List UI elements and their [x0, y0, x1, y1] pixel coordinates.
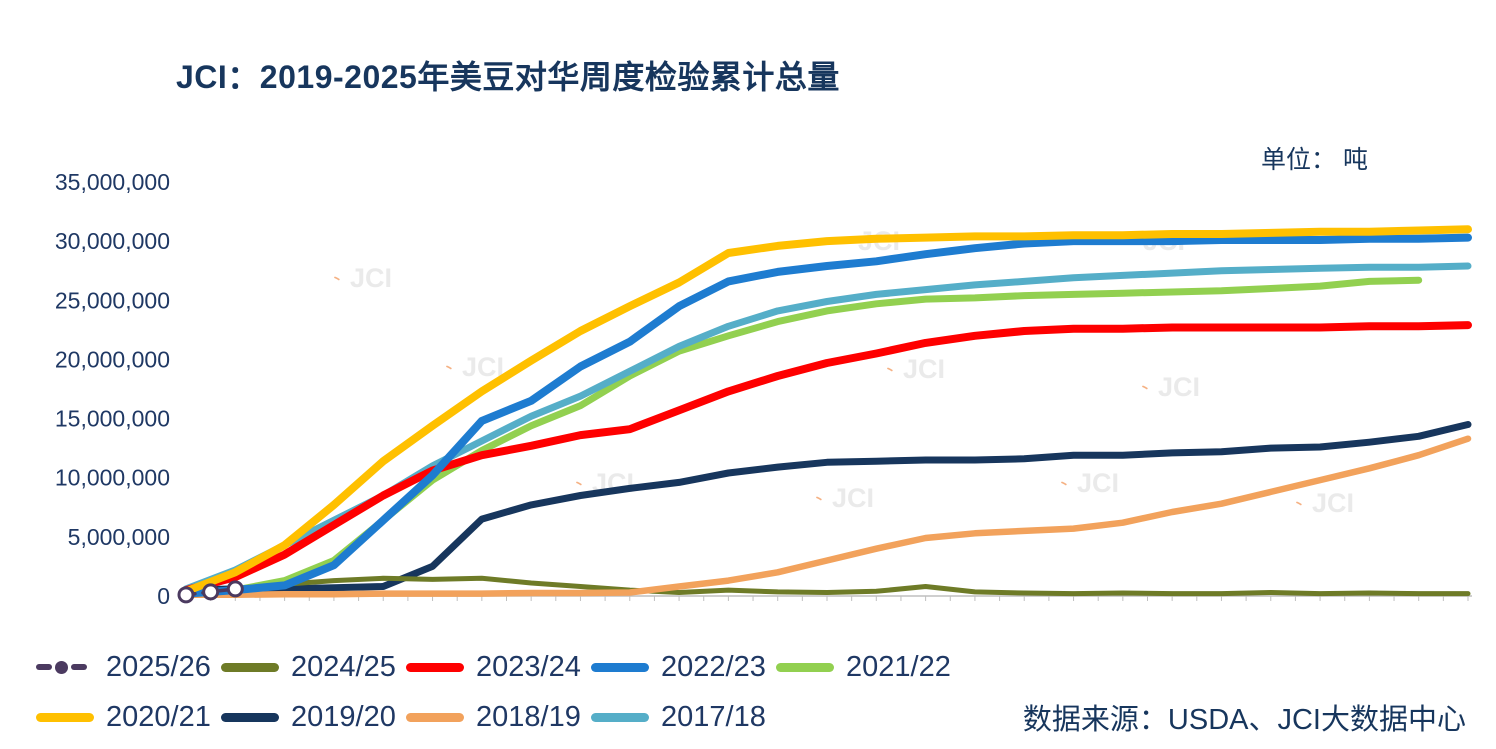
legend-swatch-icon [221, 712, 279, 722]
svg-text:、: 、 [882, 351, 905, 376]
svg-text:、: 、 [571, 465, 594, 490]
legend-swatch-icon [776, 662, 834, 672]
legend-item-2022-23[interactable]: 2022/23 [591, 651, 776, 684]
x-axis-ticks [185, 596, 1469, 601]
legend-label: 2023/24 [476, 650, 581, 683]
legend-label: 2021/22 [846, 650, 951, 683]
legend-label: 2025/26 [106, 650, 211, 683]
data-source-label: 数据来源：USDA、JCI大数据中心 [1022, 704, 1466, 736]
legend-swatch-dashed-icon [36, 660, 94, 674]
svg-text:JCI: JCI [350, 263, 392, 293]
series-line-2022-23 [182, 233, 1472, 598]
svg-text:、: 、 [1137, 369, 1160, 394]
legend-item-2020-21[interactable]: 2020/21 [36, 701, 221, 734]
legend-swatch-icon [36, 712, 94, 722]
legend-label: 2019/20 [291, 700, 396, 733]
svg-text:JCI: JCI [903, 354, 945, 384]
legend-row-2: 2020/21 2019/20 2018/19 2017/18 数据来源：USD… [36, 692, 1466, 742]
svg-text:、: 、 [811, 480, 834, 505]
legend-swatch-icon [406, 712, 464, 722]
svg-text:0: 0 [157, 583, 170, 609]
series-line-2018-19 [182, 435, 1472, 599]
legend-label: 2024/25 [291, 650, 396, 683]
svg-text:25,000,000: 25,000,000 [55, 287, 170, 313]
legend-item-2018-19[interactable]: 2018/19 [406, 701, 591, 734]
svg-text:、: 、 [329, 260, 352, 285]
svg-text:、: 、 [441, 349, 464, 374]
series-line-2024-25 [183, 575, 1471, 597]
svg-text:10,000,000: 10,000,000 [55, 465, 170, 491]
legend-swatch-icon [591, 712, 649, 722]
legend-label: 2018/19 [476, 700, 581, 733]
legend-label: 2020/21 [106, 700, 211, 733]
svg-text:JCI: JCI [462, 352, 504, 382]
legend-item-2025-26[interactable]: 2025/26 [36, 651, 221, 684]
svg-text:30,000,000: 30,000,000 [55, 228, 170, 254]
svg-text:5,000,000: 5,000,000 [68, 524, 170, 550]
legend-label: 2022/23 [661, 650, 766, 683]
legend-item-2023-24[interactable]: 2023/24 [406, 651, 591, 684]
legend-swatch-icon [591, 662, 649, 672]
svg-text:JCI: JCI [832, 483, 874, 513]
legend-item-2024-25[interactable]: 2024/25 [221, 651, 406, 684]
svg-text:15,000,000: 15,000,000 [55, 406, 170, 432]
legend-item-2021-22[interactable]: 2021/22 [776, 651, 961, 684]
svg-text:JCI: JCI [1077, 468, 1119, 498]
series-line-2019-20 [182, 421, 1472, 594]
svg-text:、: 、 [1056, 465, 1079, 490]
svg-text:JCI: JCI [1158, 372, 1200, 402]
svg-text:JCI: JCI [1312, 488, 1354, 518]
chart-title: JCI：2019-2025年美豆对华周度检验累计总量 [176, 59, 840, 95]
legend-row-1: 2025/26 2024/25 2023/24 2022/23 2021/22 [36, 642, 1466, 692]
svg-text:20,000,000: 20,000,000 [55, 346, 170, 372]
legend-swatch-icon [406, 662, 464, 672]
svg-text:、: 、 [1291, 485, 1314, 510]
series-line-2020-21 [182, 225, 1472, 596]
legend-item-2019-20[interactable]: 2019/20 [221, 701, 406, 734]
svg-text:35,000,000: 35,000,000 [55, 169, 170, 195]
series-line-2023-24 [182, 321, 1472, 595]
unit-label: 单位： 吨 [1261, 146, 1368, 174]
line-chart: 、JCI、JCI 、JCI、JCI 、JCI 、JCI、JCI 、JCI、JCI 、JCI… [55, 169, 1472, 609]
legend-swatch-icon [221, 662, 279, 672]
chart-legend: 2025/26 2024/25 2023/24 2022/23 2021/22 [36, 642, 1466, 742]
legend-label: 2017/18 [661, 700, 766, 733]
legend-item-2017-18[interactable]: 2017/18 [591, 701, 776, 734]
series-markers-2025-26 [177, 580, 244, 604]
y-axis-labels: 0 5,000,000 10,000,000 15,000,000 20,000,000… [55, 169, 170, 609]
